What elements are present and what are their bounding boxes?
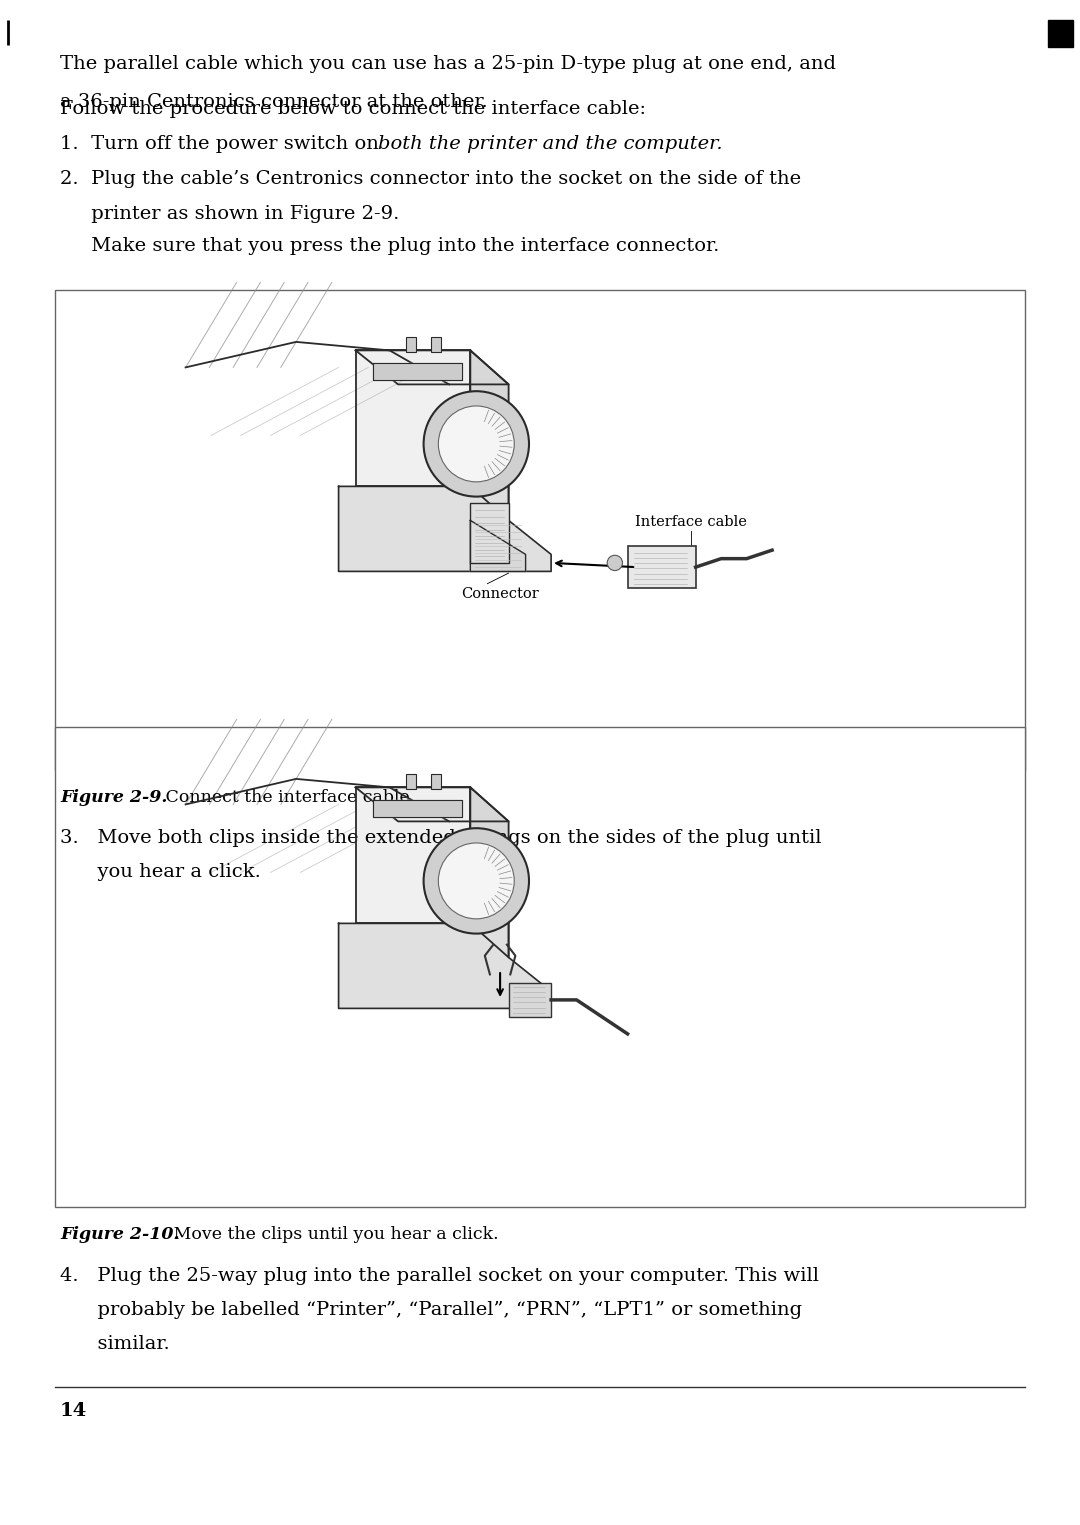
Polygon shape: [339, 924, 551, 1008]
Text: 4.   Plug the 25-way plug into the parallel socket on your computer. This will: 4. Plug the 25-way plug into the paralle…: [60, 1267, 819, 1286]
Polygon shape: [373, 363, 462, 380]
Text: 14: 14: [60, 1401, 87, 1420]
Text: Move the clips until you hear a click.: Move the clips until you hear a click.: [168, 1226, 499, 1243]
Text: Make sure that you press the plug into the interface connector.: Make sure that you press the plug into t…: [60, 236, 719, 255]
Text: you hear a click.: you hear a click.: [60, 863, 261, 881]
Text: Connect the interface cable.: Connect the interface cable.: [160, 788, 415, 807]
Polygon shape: [339, 486, 551, 572]
Polygon shape: [373, 801, 462, 817]
Text: 3.   Move both clips inside the extended prongs on the sides of the plug until: 3. Move both clips inside the extended p…: [60, 830, 822, 846]
Bar: [55, 727, 1025, 1206]
Bar: [1048, 20, 1074, 47]
Text: Connector: Connector: [461, 587, 539, 601]
Polygon shape: [471, 787, 509, 958]
Bar: [471, 503, 509, 563]
Polygon shape: [355, 787, 509, 822]
Polygon shape: [471, 351, 509, 520]
Text: printer as shown in Figure 2-9.: printer as shown in Figure 2-9.: [60, 204, 400, 223]
Text: Figure 2-10.: Figure 2-10.: [60, 1226, 179, 1243]
Text: The parallel cable which you can use has a 25-pin D-type plug at one end, and: The parallel cable which you can use has…: [60, 55, 836, 73]
Text: Interface cable: Interface cable: [635, 515, 747, 529]
Polygon shape: [355, 787, 471, 924]
Circle shape: [607, 555, 622, 570]
Circle shape: [423, 392, 529, 497]
Polygon shape: [471, 520, 526, 572]
Polygon shape: [355, 351, 509, 384]
Bar: [55, 290, 1025, 770]
Text: both the printer and the computer.: both the printer and the computer.: [378, 136, 723, 152]
Circle shape: [438, 843, 514, 920]
Circle shape: [438, 406, 514, 482]
Text: similar.: similar.: [60, 1334, 170, 1353]
Text: 1.  Turn off the power switch on: 1. Turn off the power switch on: [60, 136, 386, 152]
Text: Figure 2-9.: Figure 2-9.: [60, 788, 167, 807]
Text: a 36-pin Centronics connector at the other.: a 36-pin Centronics connector at the oth…: [60, 93, 488, 111]
Bar: [509, 984, 551, 1017]
Polygon shape: [355, 351, 471, 486]
Bar: [406, 337, 416, 352]
Bar: [627, 546, 696, 589]
Bar: [406, 773, 416, 788]
Bar: [431, 773, 442, 788]
Bar: [431, 337, 442, 352]
Text: Follow the procedure below to connect the interface cable:: Follow the procedure below to connect th…: [60, 101, 646, 117]
Circle shape: [423, 828, 529, 933]
Text: 2.  Plug the cable’s Centronics connector into the socket on the side of the: 2. Plug the cable’s Centronics connector…: [60, 169, 801, 188]
Text: probably be labelled “Printer”, “Parallel”, “PRN”, “LPT1” or something: probably be labelled “Printer”, “Paralle…: [60, 1301, 802, 1319]
